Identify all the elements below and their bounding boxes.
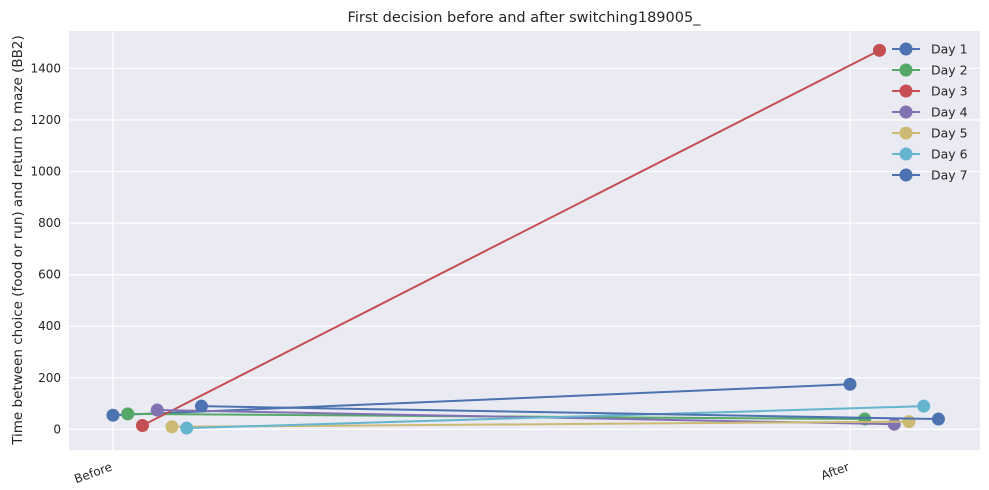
x-tick-labels: Before After — [72, 460, 851, 487]
chart-title: First decision before and after switchin… — [348, 10, 702, 26]
y-tick-label: 1000 — [30, 165, 61, 179]
legend-label: Day 3 — [931, 84, 968, 99]
x-tick-label: Before — [72, 460, 114, 487]
series-day-7 — [194, 399, 945, 426]
grid-lines — [69, 31, 980, 450]
legend-label: Day 7 — [931, 168, 968, 183]
legend-entry: Day 7 — [892, 168, 968, 183]
plot-background — [69, 31, 980, 450]
series-day-3 — [135, 43, 886, 433]
data-point — [165, 420, 179, 434]
data-point — [902, 415, 916, 429]
legend-marker — [899, 147, 913, 161]
data-point — [106, 408, 120, 422]
y-tick-label: 1400 — [30, 61, 61, 75]
legend-marker — [899, 42, 913, 56]
legend-label: Day 1 — [931, 42, 968, 57]
legend-label: Day 4 — [931, 105, 968, 120]
legend-marker — [899, 168, 913, 182]
legend-label: Day 2 — [931, 63, 968, 78]
y-tick-label: 200 — [38, 371, 61, 385]
x-tick-label: After — [819, 460, 851, 483]
data-point — [150, 403, 164, 417]
legend-entry: Day 6 — [892, 147, 968, 162]
y-tick-label: 800 — [38, 216, 61, 230]
legend-entry: Day 3 — [892, 84, 968, 99]
y-tick-label: 0 — [53, 422, 61, 436]
series-line — [201, 405, 939, 421]
data-point — [121, 407, 135, 421]
legend-marker — [899, 126, 913, 140]
y-tick-label: 400 — [38, 319, 61, 333]
y-tick-label: 1200 — [30, 113, 61, 127]
legend-label: Day 6 — [931, 147, 968, 162]
legend-marker — [899, 105, 913, 119]
legend-entry: Day 5 — [892, 126, 968, 141]
series-line — [112, 383, 851, 417]
legend-marker — [899, 84, 913, 98]
y-tick-label: 600 — [38, 268, 61, 282]
legend-entry: Day 4 — [892, 105, 968, 120]
data-point — [180, 421, 194, 435]
data-point — [843, 377, 857, 391]
series-line — [171, 420, 909, 428]
series-day-6 — [180, 399, 931, 435]
data-point — [931, 412, 945, 426]
series-line — [186, 405, 924, 430]
series-layer — [106, 43, 945, 435]
legend-label: Day 5 — [931, 126, 968, 141]
y-tick-labels: 0 200 400 600 800 1000 1200 1400 — [30, 61, 61, 436]
legend: Day 1 Day 2 Day 3 Day 4 Day 5 Day 6 Day 7 — [892, 42, 968, 183]
legend-entry: Day 2 — [892, 63, 968, 78]
data-point — [194, 399, 208, 413]
y-axis-label: Time between choice (food or run) and re… — [10, 35, 26, 446]
data-point — [917, 399, 931, 413]
legend-marker — [899, 63, 913, 77]
data-point — [887, 417, 901, 431]
series-day-1 — [106, 377, 857, 422]
series-line — [142, 49, 880, 427]
data-point — [872, 43, 886, 57]
data-point — [135, 419, 149, 433]
legend-entry: Day 1 — [892, 42, 968, 57]
